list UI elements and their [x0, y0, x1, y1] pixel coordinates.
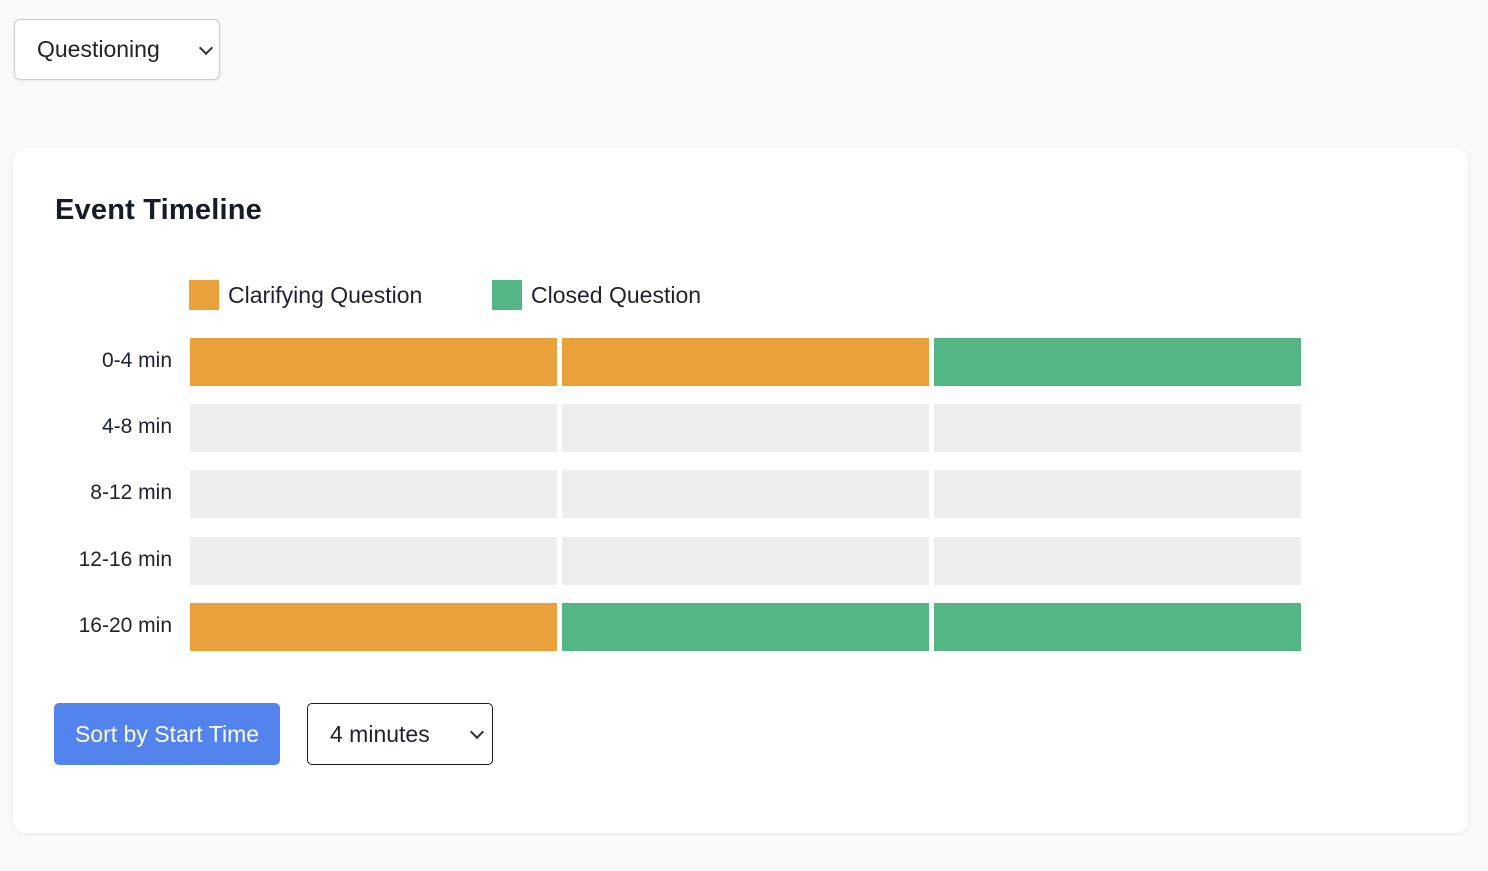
legend-label: Closed Question: [531, 281, 702, 308]
row-label: 4-8 min: [101, 415, 172, 439]
empty-cell: [562, 536, 929, 585]
chevron-down-icon: [198, 40, 214, 55]
legend-swatch: [492, 280, 522, 310]
empty-cell: [934, 536, 1301, 585]
chevron-down-icon: [469, 724, 485, 740]
legend-item: Closed Question: [492, 280, 701, 310]
interval-select[interactable]: 4 minutes: [307, 703, 493, 765]
empty-cell: [934, 470, 1301, 519]
event-cell[interactable]: [562, 338, 929, 386]
event-cell[interactable]: [934, 338, 1301, 386]
interval-select-value: 4 minutes: [330, 720, 430, 747]
empty-cell: [934, 404, 1301, 453]
row-label: 16-20 min: [78, 613, 172, 637]
empty-cell: [190, 536, 557, 585]
empty-cell: [562, 470, 929, 519]
row-label: 12-16 min: [78, 547, 172, 571]
card-title: Event Timeline: [55, 194, 262, 226]
row-label: 8-12 min: [90, 481, 172, 505]
legend-item: Clarifying Question: [189, 280, 422, 310]
legend-label: Clarifying Question: [228, 281, 423, 308]
category-select-value: Questioning: [37, 36, 160, 62]
legend-swatch: [189, 280, 219, 310]
event-cell[interactable]: [190, 602, 557, 651]
empty-cell: [190, 404, 557, 453]
event-timeline-card: Event Timeline Clarifying Question Closed…: [13, 148, 1468, 833]
category-select[interactable]: Questioning: [14, 19, 220, 80]
empty-cell: [190, 470, 557, 519]
event-cell[interactable]: [934, 602, 1301, 651]
row-label: 0-4 min: [101, 349, 172, 372]
event-cell[interactable]: [190, 338, 557, 386]
empty-cell: [562, 404, 929, 453]
event-cell[interactable]: [562, 602, 929, 651]
sort-by-start-time-button[interactable]: Sort by Start Time: [54, 703, 280, 765]
